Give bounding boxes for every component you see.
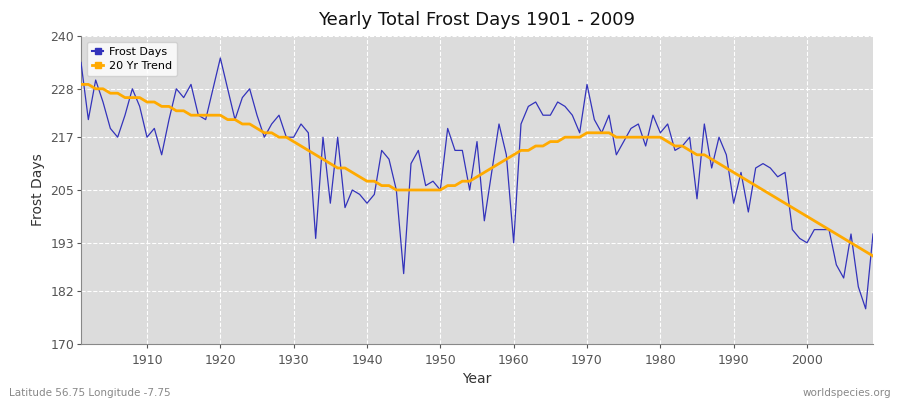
Legend: Frost Days, 20 Yr Trend: Frost Days, 20 Yr Trend <box>86 42 177 76</box>
X-axis label: Year: Year <box>463 372 491 386</box>
Text: Latitude 56.75 Longitude -7.75: Latitude 56.75 Longitude -7.75 <box>9 388 171 398</box>
Y-axis label: Frost Days: Frost Days <box>31 154 45 226</box>
Title: Yearly Total Frost Days 1901 - 2009: Yearly Total Frost Days 1901 - 2009 <box>319 11 635 29</box>
Text: worldspecies.org: worldspecies.org <box>803 388 891 398</box>
